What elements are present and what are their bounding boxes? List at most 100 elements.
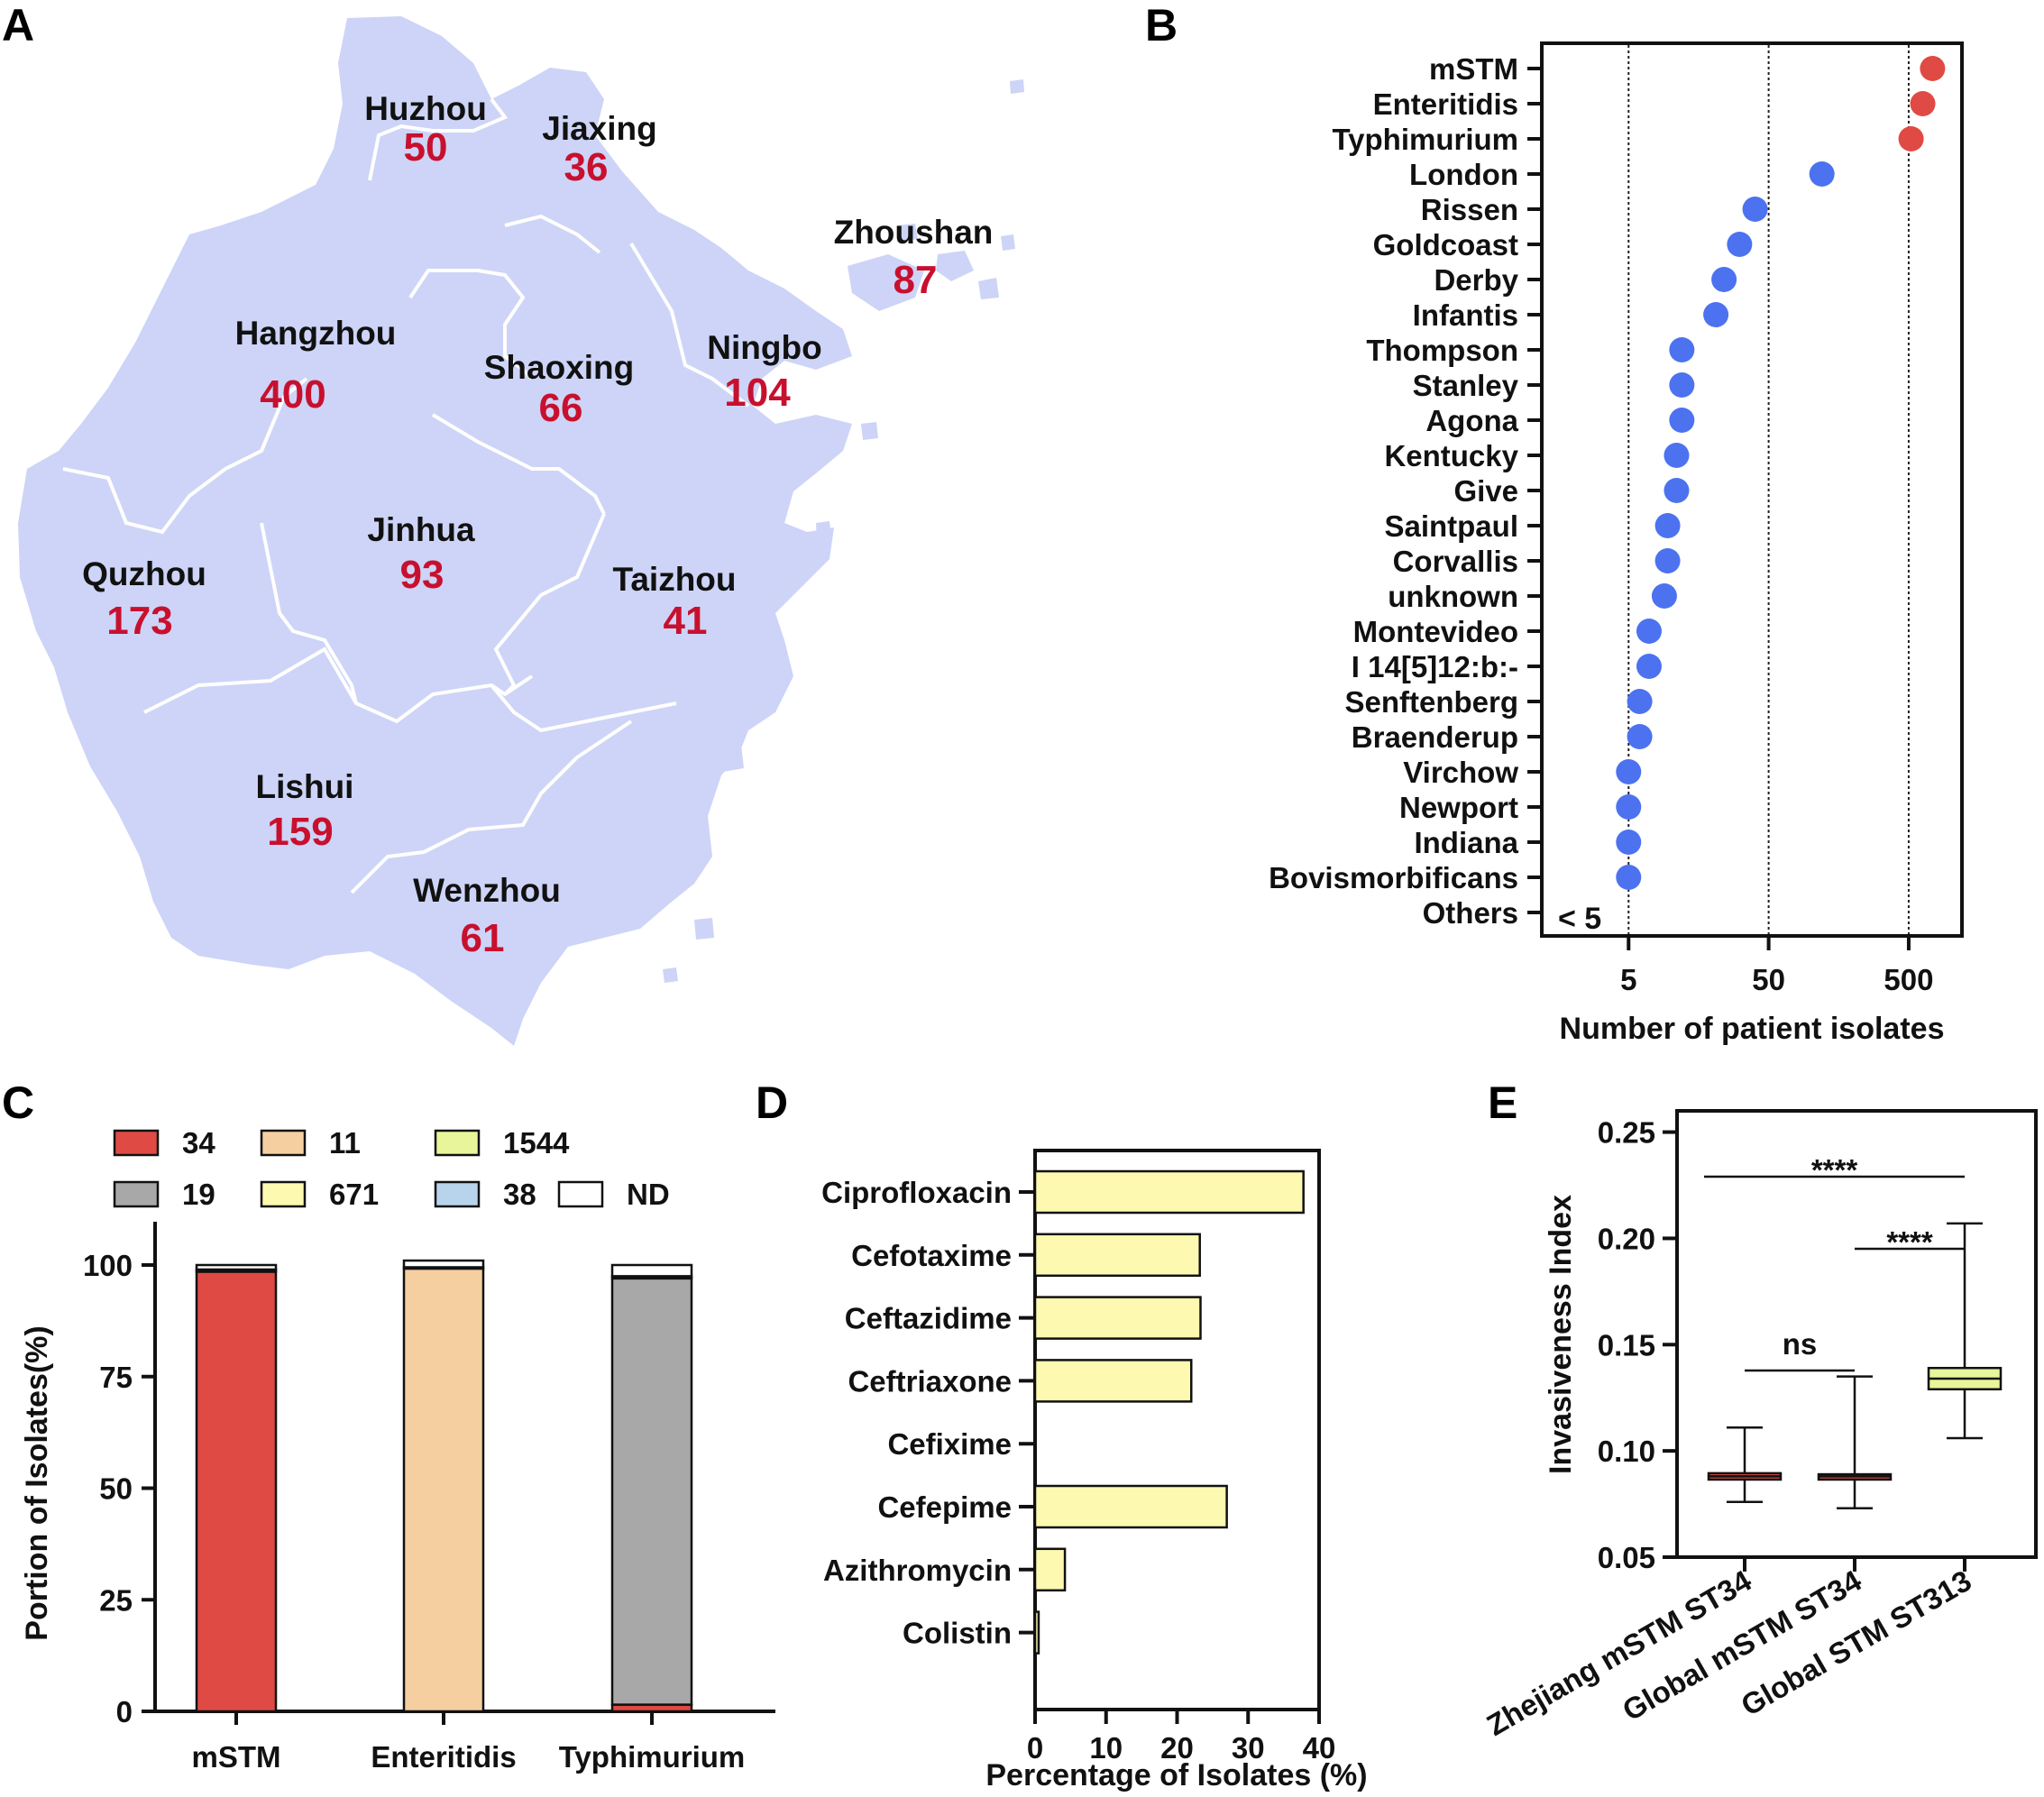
legend-swatch [113,1180,160,1208]
city-value: 66 [539,386,583,430]
point-thompson [1669,337,1695,362]
point-derby [1711,267,1737,292]
x-axis-ticks: 0 10 20 30 40 [1027,1710,1335,1765]
plot-frame [1540,41,1964,938]
bar-azithromycin [1033,1547,1067,1592]
city-value: 93 [400,553,445,597]
significance-label: ns [1783,1327,1818,1361]
box-1 [1707,1426,1783,1572]
legend-item-34: 34 [113,1126,215,1160]
drug-label: Cefepime [877,1490,1012,1524]
panel-label-e: E [1488,1077,1517,1128]
drug-label: Cefixime [887,1427,1012,1461]
zhejiang-map [18,16,1024,1046]
point-i-14-5-12-b- [1636,654,1662,679]
y-axis-ticks: 0.05 0.10 0.15 0.20 0.25 [1598,1116,1677,1574]
serovar-label: Corvallis [1393,545,1518,578]
legend-item-1544: 1544 [434,1126,570,1160]
city-name: Quzhou [82,555,206,592]
bar-ceftazidime [1033,1296,1202,1340]
bar-cefotaxime [1033,1233,1201,1278]
legend-swatch [260,1129,307,1157]
legend-swatch [434,1180,481,1208]
point-virchow [1616,759,1642,784]
island-zhoushan-main [848,254,924,311]
city-value: 400 [260,372,325,417]
point-saintpaul [1654,513,1681,538]
legend-label: 671 [329,1178,379,1211]
city-name: Taizhou [612,561,736,598]
legend-label: 1544 [503,1126,570,1160]
serovar-label: Goldcoast [1373,228,1518,261]
horizontal-bar-chart-resistance: Ciprofloxacin Cefotaxime Ceftazidime Ceftri… [821,1149,1368,1792]
x-tick-label: 500 [1884,963,1933,996]
significance-brackets: ns **** **** [1704,1153,1965,1372]
city-ningbo: Ningbo 104 [707,329,821,415]
bars [1033,1169,1305,1655]
serovar-label: Rissen [1421,193,1518,226]
y-axis-label: Invasiveness Index [1544,1195,1578,1474]
axes: 0 25 50 75 100 mSTM Enteritidis Typhimurium [83,1222,775,1774]
legend-label: 38 [503,1178,536,1211]
city-name: Ningbo [707,329,821,366]
gridlines [1627,45,1910,934]
point-kentucky [1664,443,1690,468]
legend: 34 11 1544 19 671 38 ND [113,1126,670,1211]
city-value: 159 [267,810,333,854]
x-tick-label: 5 [1620,963,1636,996]
legend-swatch [113,1129,160,1157]
point-stanley [1669,372,1695,398]
box-2 [1817,1375,1893,1572]
serovar-label: Senftenberg [1344,685,1518,719]
point-london [1809,161,1835,187]
x-tick-label: 20 [1160,1731,1194,1765]
y-tick-label: 25 [99,1583,133,1617]
city-value: 50 [404,125,448,170]
drug-label: Cefotaxime [851,1239,1012,1272]
border-lishui [143,646,534,724]
significance-label: **** [1811,1153,1858,1187]
border-huzhou [368,97,509,181]
drug-label: Colistin [903,1617,1012,1650]
significance-1: ns [1745,1327,1855,1372]
border-shaoxing-jinhua [431,413,606,515]
bars [195,1259,693,1713]
segment-nd [195,1263,278,1271]
x-tick-label: 30 [1232,1731,1265,1765]
city-name: Huzhou [364,90,487,127]
city-quzhou: Quzhou 173 [82,555,206,643]
category-axis: mSTMEnteritidisTyphimuriumLondonRissenGo… [1269,52,1542,930]
city-name: Jiaxing [542,110,657,147]
y-tick-label: 0.25 [1598,1116,1655,1150]
legend-label: 19 [182,1178,215,1211]
city-wenzhou: Wenzhou 61 [413,872,561,960]
legend-swatch [260,1180,307,1208]
city-value: 61 [461,916,505,960]
y-axis-label: Portion of Isolates(%) [20,1325,54,1640]
serovar-label: mSTM [1429,52,1518,86]
city-jinhua: Jinhua 93 [367,511,475,597]
y-tick-label: 0.15 [1598,1328,1655,1362]
x-tick-label: 50 [1752,963,1785,996]
point-agona [1669,408,1695,433]
city-hangzhou: Hangzhou 400 [235,315,397,417]
point-mstm [1920,56,1946,81]
y-tick-label: 75 [99,1361,133,1394]
serovar-label: Derby [1434,263,1518,297]
x-tick-label: 10 [1089,1731,1123,1765]
island [897,224,918,242]
island [663,967,678,983]
city-name: Lishui [256,768,354,805]
serovar-label: Give [1453,474,1518,508]
panel-label-b: B [1145,0,1178,50]
panel-label-a: A [2,0,34,50]
serovar-label: Agona [1425,404,1518,437]
legend-item-38: 38 [434,1178,536,1211]
legend-item-nd: ND [557,1178,670,1211]
city-name: Jinhua [367,511,475,548]
point-braenderup [1627,724,1653,749]
box-3 [1927,1222,2003,1572]
